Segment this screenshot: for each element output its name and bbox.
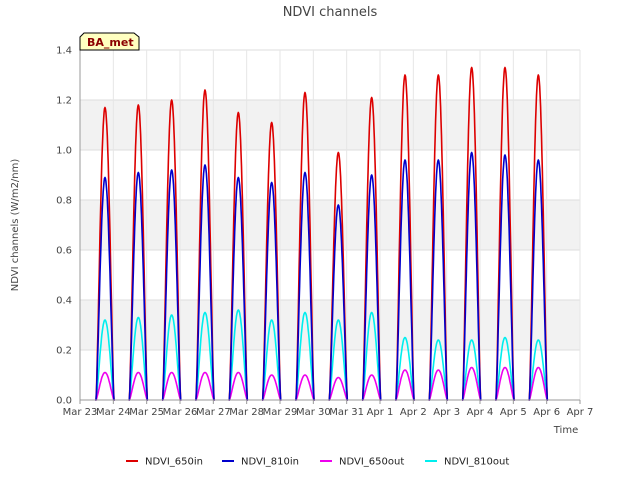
series-ndvi-650out-day-9 [361,374,382,401]
series-ndvi-650out-day-3 [161,371,182,401]
badge-label: BA_met [87,36,134,49]
series-ndvi-810out-day-9 [361,311,382,401]
legend-label-ndvi-810in: NDVI_810in [241,457,299,468]
x-tick-label: Apr 5 [500,407,527,418]
y-tick-label: 0.8 [56,196,72,207]
series-ndvi-810out-day-8 [328,319,349,401]
series-ndvi-650out-day-12 [461,366,482,401]
series-ndvi-650out-day-10 [395,369,415,401]
series-ndvi-810in-day-1 [95,176,115,401]
legend-label-ndvi-650out: NDVI_650out [339,457,404,468]
y-tick-labels: 0.0 0.2 0.4 0.6 0.8 1.0 1.2 1.4 [56,46,72,407]
series-ndvi-650out-day-13 [495,366,515,401]
series-ndvi-810in-day-9 [361,174,382,401]
series-ndvi-810in-day-8 [328,204,349,401]
legend-label-ndvi-650in: NDVI_650in [145,457,203,468]
series-ndvi-810in-day-5 [228,176,249,401]
series-ndvi-810in-day-7 [295,171,315,401]
series-ndvi-650out-day-14 [528,366,549,401]
x-tick-label: Apr 6 [533,407,560,418]
series-ndvi-810out-day-4 [195,311,215,401]
series-ndvi-650out-day-5 [228,371,249,401]
y-axis-title: NDVI channels (W/m2/nm) [10,159,21,292]
series-lines [95,66,549,401]
y-tick-label: 0.0 [56,396,72,407]
series-ndvi-810out-day-12 [461,339,482,401]
series-ndvi-810in-day-3 [161,169,182,401]
chart-title: NDVI channels [283,5,378,20]
series-ndvi-650out-day-8 [328,376,349,401]
x-tick-label: Mar 28 [229,407,264,418]
y-tick-label: 0.2 [56,346,72,357]
x-tick-label: Apr 1 [367,407,394,418]
y-tick-label: 0.4 [56,296,72,307]
series-ndvi-810out-day-7 [295,311,315,401]
x-tick-label: Mar 26 [163,407,198,418]
x-tick-label: Mar 24 [96,407,131,418]
series-ndvi-810in-day-14 [528,159,549,401]
x-tick-label: Apr 3 [433,407,460,418]
x-tick-label: Apr 2 [400,407,427,418]
x-axis-title: Time [553,425,578,436]
series-ndvi-810out-day-3 [161,314,182,401]
series-ndvi-810in-day-4 [195,164,215,401]
plot-band [80,300,580,350]
site-badge: BA_met [79,32,140,51]
series-ndvi-810in-day-11 [428,159,449,401]
series-ndvi-650out-day-7 [295,374,315,401]
x-tick-label: Mar 30 [296,407,331,418]
plot-band [80,100,580,150]
x-tick-label: Mar 23 [63,407,98,418]
plot-bands [80,100,580,350]
series-ndvi-650out-day-6 [261,374,282,401]
series-ndvi-810in-day-10 [395,159,415,401]
series-ndvi-810out-day-2 [128,316,149,401]
x-tick-label: Mar 29 [263,407,298,418]
series-ndvi-810out-day-13 [495,336,515,401]
series-ndvi-810out-day-5 [228,309,249,401]
legend: NDVI_650in NDVI_810in NDVI_650out NDVI_810o… [126,457,509,468]
x-tick-label: Apr 4 [467,407,494,418]
series-ndvi-650out-day-11 [428,369,449,401]
series-ndvi-810out-day-1 [95,319,115,401]
x-tick-label: Mar 31 [329,407,364,418]
axes [79,50,581,404]
badge-shape [79,32,140,51]
series-ndvi-810in-day-6 [261,181,282,401]
x-tick-label: Mar 27 [196,407,231,418]
series-ndvi-650out-day-2 [128,371,149,401]
series-ndvi-810in-day-13 [495,154,515,401]
series-ndvi-810out-day-14 [528,339,549,401]
series-ndvi-810out-day-6 [261,319,282,401]
series-ndvi-810out-day-11 [428,339,449,401]
y-tick-label: 0.6 [56,246,72,257]
x-tick-label: Mar 25 [129,407,164,418]
y-tick-label: 1.4 [56,46,72,57]
y-tick-label: 1.0 [56,146,72,157]
legend-label-ndvi-810out: NDVI_810out [444,457,509,468]
series-ndvi-810in-day-2 [128,171,149,401]
y-tick-label: 1.2 [56,96,72,107]
series-ndvi-650out-day-1 [95,371,115,401]
series-ndvi-810in-day-12 [461,151,482,401]
series-ndvi-810out-day-10 [395,336,415,401]
plot-band [80,200,580,250]
x-tick-label: Apr 7 [567,407,594,418]
series-ndvi-650out-day-4 [195,371,215,401]
